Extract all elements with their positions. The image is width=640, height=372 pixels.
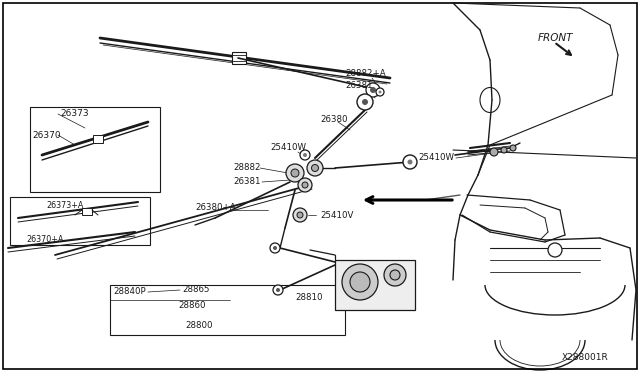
Circle shape (501, 147, 507, 153)
Text: X288001R: X288001R (562, 353, 609, 362)
Circle shape (312, 164, 319, 171)
Bar (82, 208, 92, 215)
Text: 26380+A: 26380+A (195, 203, 236, 212)
Circle shape (357, 94, 373, 110)
Circle shape (370, 87, 376, 93)
Text: 26370: 26370 (32, 131, 61, 140)
Circle shape (307, 160, 323, 176)
Circle shape (273, 246, 277, 250)
Circle shape (362, 99, 368, 105)
Circle shape (510, 145, 516, 151)
Text: 25410V: 25410V (320, 211, 353, 219)
Circle shape (490, 148, 498, 156)
Bar (30, 107, 160, 192)
Text: 25410W: 25410W (418, 154, 454, 163)
Circle shape (293, 208, 307, 222)
Circle shape (291, 169, 299, 177)
Circle shape (303, 153, 307, 157)
Text: 28810: 28810 (295, 292, 323, 301)
Text: 26381: 26381 (345, 80, 372, 90)
Circle shape (276, 288, 280, 292)
Circle shape (270, 243, 280, 253)
Circle shape (378, 90, 381, 93)
Text: 28840P: 28840P (113, 288, 146, 296)
Circle shape (298, 178, 312, 192)
Circle shape (366, 83, 380, 97)
Text: 26373+A: 26373+A (46, 201, 83, 209)
Circle shape (297, 212, 303, 218)
Bar (232, 52, 246, 64)
Text: 26373: 26373 (60, 109, 88, 118)
Text: FRONT: FRONT (538, 33, 573, 43)
Circle shape (342, 264, 378, 300)
Circle shape (408, 160, 413, 164)
Bar (335, 260, 415, 310)
Text: 25410W: 25410W (270, 144, 306, 153)
Text: 28860: 28860 (178, 301, 205, 311)
Circle shape (300, 150, 310, 160)
Bar (110, 285, 345, 335)
Text: 26370+A: 26370+A (26, 235, 63, 244)
Text: 26380: 26380 (320, 115, 348, 125)
Bar (93, 135, 103, 143)
Text: 28865: 28865 (182, 285, 209, 295)
Circle shape (548, 243, 562, 257)
Circle shape (384, 264, 406, 286)
Text: 26381: 26381 (233, 177, 260, 186)
Text: 28882: 28882 (233, 164, 260, 173)
Circle shape (302, 182, 308, 188)
Circle shape (273, 285, 283, 295)
Text: 28882+A: 28882+A (345, 70, 386, 78)
Circle shape (390, 270, 400, 280)
Circle shape (403, 155, 417, 169)
Bar (10, 197, 150, 245)
Text: 28800: 28800 (185, 321, 212, 330)
Circle shape (286, 164, 304, 182)
Circle shape (376, 88, 384, 96)
Circle shape (350, 272, 370, 292)
